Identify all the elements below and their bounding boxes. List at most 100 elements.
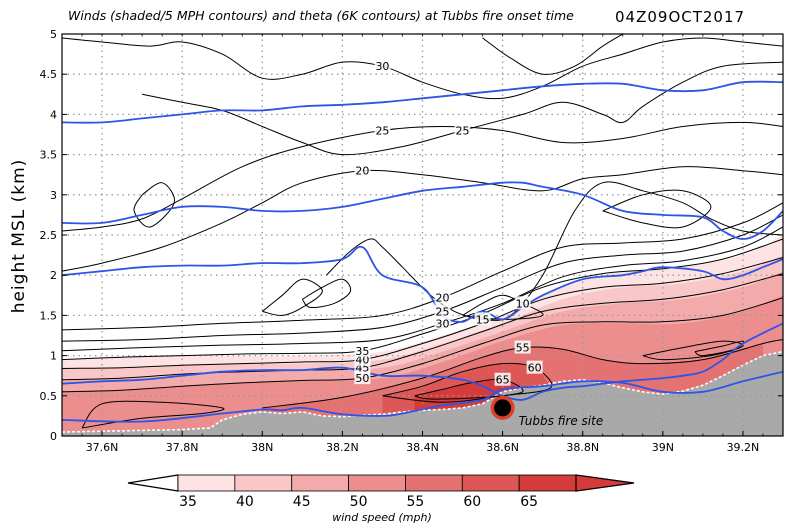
- y-tick-label-4: 2: [50, 269, 57, 282]
- colorbar-swatch-50: [348, 474, 406, 492]
- colorbar-tick-35: 35: [179, 494, 197, 510]
- contour-label-bg-3: [354, 343, 371, 357]
- contour-label-14: 10: [516, 297, 530, 310]
- colorbar-right-arrow: [575, 474, 635, 492]
- wind-contour-2: [62, 257, 783, 369]
- contour-label-6: 20: [436, 292, 450, 305]
- contour-label-2: 40: [355, 354, 369, 367]
- wind-contour-20: [62, 121, 783, 232]
- colorbar-swatch-35: [177, 474, 236, 492]
- contour-label-bg-17: [354, 163, 371, 177]
- wind-contour-22: [62, 37, 783, 100]
- wind-contour-0: [62, 297, 783, 393]
- contour-label-5: 25: [436, 305, 450, 318]
- colorbar-tick-65: 65: [520, 494, 538, 510]
- y-axis-label: height MSL (km): [9, 159, 29, 314]
- grid-lines: [62, 34, 783, 436]
- wind-contour-21: [142, 61, 783, 156]
- x-tick-label-6: 38.8N: [566, 441, 599, 454]
- colorbar: 35 40 45 50 55 60 65: [127, 474, 635, 510]
- x-tick-label-0: 37.6N: [86, 441, 119, 454]
- contour-label-bg-5: [434, 304, 451, 318]
- colorbar-tick-55: 55: [407, 494, 425, 510]
- colorbar-tick-60: 60: [463, 494, 481, 510]
- wind-contour-16: [301, 278, 352, 309]
- contour-label-0: 50: [355, 372, 369, 385]
- wind-contour-1: [62, 273, 783, 381]
- colorbar-swatch-40: [234, 474, 293, 492]
- wind-contour-3: [62, 238, 783, 361]
- fire-site-dot: [494, 399, 512, 417]
- contour-label-bg-22: [374, 59, 391, 73]
- contour-label-bg-9: [494, 372, 511, 386]
- wind-contour-19: [133, 182, 175, 228]
- wind-contour-5: [62, 214, 783, 342]
- contour-label-bg-14: [514, 296, 531, 310]
- wind-contour-17: [62, 166, 783, 272]
- theta-contour-4: [62, 80, 783, 124]
- colorbar-tick-40: 40: [236, 494, 254, 510]
- x-tick-label-3: 38.2N: [326, 441, 359, 454]
- contour-label-7: 55: [516, 342, 530, 355]
- wind-contours: [62, 34, 783, 429]
- wind-contour-15: [261, 278, 323, 316]
- x-tick-label-2: 38N: [251, 441, 273, 454]
- y-tick-label-2: 1: [50, 350, 57, 363]
- theta-contour-1: [62, 322, 783, 401]
- wind-contour-11: [642, 340, 744, 361]
- colorbar-tick-50: 50: [350, 494, 368, 510]
- contour-label-bg-6: [434, 290, 451, 304]
- y-tick-label-8: 4: [50, 108, 57, 121]
- theta-contour-3: [62, 181, 783, 240]
- contour-label-bg-13: [474, 312, 491, 326]
- contour-label-bg-21: [454, 123, 471, 137]
- timestamp-label: 04Z09OCT2017: [615, 8, 745, 26]
- y-tick-label-10: 5: [50, 28, 57, 41]
- fire-site-label: Tubbs fire site: [519, 414, 604, 428]
- x-tick-label-8: 39.2N: [727, 441, 760, 454]
- contour-label-bg-20: [374, 123, 391, 137]
- x-tick-label-4: 38.4N: [406, 441, 439, 454]
- x-axis: 37.6N 37.8N 38N 38.2N 38.4N 38.6N 38.8N 39N 39.2…: [61, 34, 784, 454]
- fire-site-marker: Tubbs fire site: [490, 395, 604, 428]
- contour-label-bg-8: [526, 360, 543, 374]
- contour-label-bg-0: [354, 371, 371, 385]
- colorbar-swatch-45: [291, 474, 349, 492]
- contour-label-3: 35: [355, 345, 369, 358]
- contour-label-9: 65: [496, 374, 510, 387]
- x-tick-label-1: 37.8N: [166, 441, 199, 454]
- contour-label-bg-7: [514, 340, 531, 354]
- colorbar-swatch-60: [461, 474, 520, 492]
- theta-contour-0: [62, 370, 783, 423]
- x-tick-label-7: 39N: [652, 441, 674, 454]
- wind-contour-23: [482, 34, 624, 75]
- colorbar-label: wind speed (mph): [332, 511, 431, 524]
- y-tick-label-7: 3.5: [40, 149, 58, 162]
- colorbar-swatch-55: [405, 474, 463, 492]
- contour-label-bg-4: [434, 316, 451, 330]
- wind-contour-4: [62, 226, 783, 352]
- contour-label-8: 60: [528, 362, 542, 375]
- wind-contour-18: [602, 189, 712, 229]
- contour-label-22: 30: [375, 60, 389, 73]
- contour-label-13: 15: [476, 313, 490, 326]
- colorbar-tick-45: 45: [293, 494, 311, 510]
- chart-title: Winds (shaded/5 MPH contours) and theta …: [68, 8, 574, 23]
- wind-contour-7: [262, 339, 783, 409]
- wind-contour-9: [414, 378, 524, 400]
- theta-contour-2: [62, 245, 783, 323]
- y-tick-label-0: 0: [50, 430, 57, 443]
- y-tick-label-1: 0.5: [40, 390, 58, 403]
- contour-label-21: 25: [456, 124, 470, 137]
- colorbar-swatch-65: [518, 474, 577, 492]
- y-tick-label-3: 1.5: [40, 309, 58, 322]
- colorbar-left-arrow: [127, 474, 179, 492]
- wind-contour-10: [81, 400, 225, 429]
- wind-contour-6: [62, 202, 783, 331]
- x-tick-label-5: 38.6N: [486, 441, 519, 454]
- y-tick-label-6: 3: [50, 189, 57, 202]
- y-tick-label-9: 4.5: [40, 68, 58, 81]
- contour-label-17: 20: [355, 165, 369, 178]
- contour-label-4: 30: [436, 317, 450, 330]
